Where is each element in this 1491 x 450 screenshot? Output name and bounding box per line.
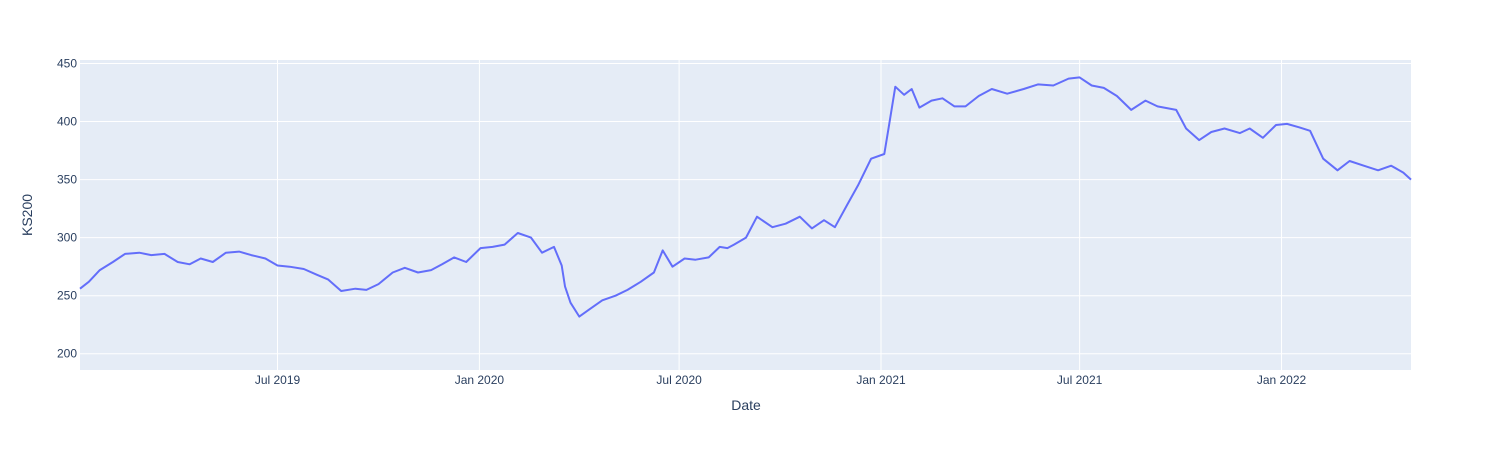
x-tick-label: Jul 2019 (255, 373, 301, 387)
x-tick-label: Jan 2021 (856, 373, 906, 387)
ks200-series-line (79, 76, 1412, 318)
plot-background (80, 60, 1411, 370)
y-tick-label: 400 (57, 115, 77, 129)
x-axis-title: Date (731, 397, 761, 413)
x-tick-label: Jan 2022 (1257, 373, 1307, 387)
y-tick-label: 300 (57, 231, 77, 245)
x-tick-label: Jan 2020 (455, 373, 505, 387)
y-tick-label: 450 (57, 56, 77, 70)
x-tick-label: Jul 2021 (1057, 373, 1103, 387)
y-axis-ticks: 200 250 300 350 400 450 (57, 56, 77, 360)
y-axis-title: KS200 (19, 194, 35, 236)
y-tick-label: 250 (57, 289, 77, 303)
x-axis-ticks: Jul 2019 Jan 2020 Jul 2020 Jan 2021 Jul 2021… (255, 373, 1307, 387)
y-tick-label: 350 (57, 173, 77, 187)
y-tick-label: 200 (57, 347, 77, 361)
x-tick-label: Jul 2020 (656, 373, 702, 387)
grid-lines (80, 60, 1411, 370)
